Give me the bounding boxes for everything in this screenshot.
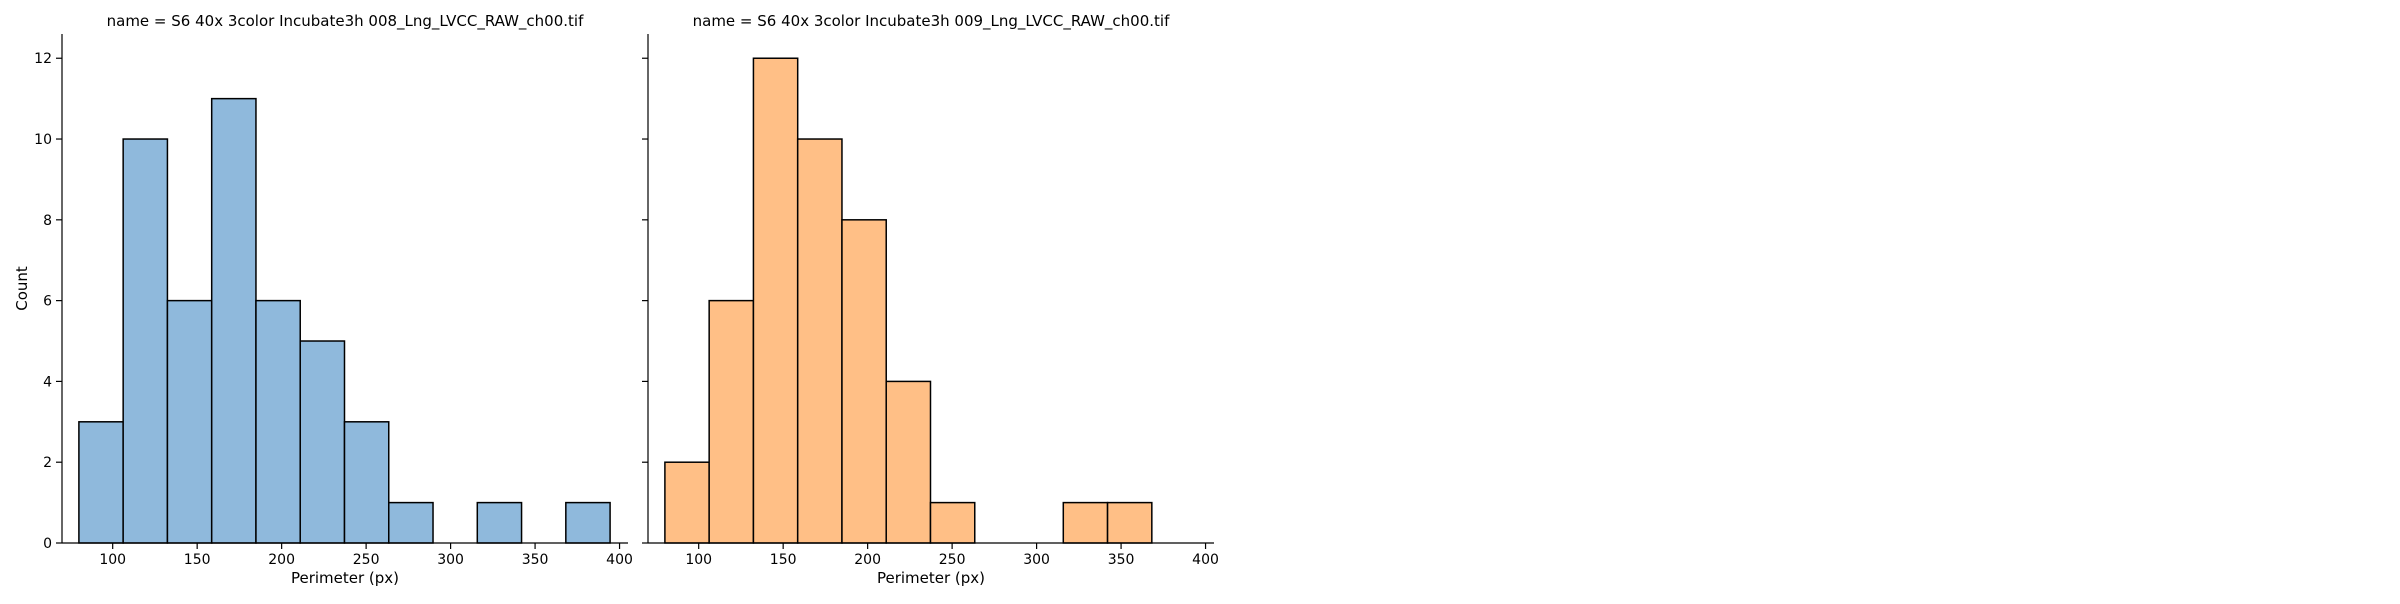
x-tick-label: 200: [854, 552, 881, 568]
histogram-bar: [1106, 501, 1153, 544]
histogram-bar: [210, 97, 257, 544]
histogram-bar: [1062, 501, 1109, 544]
panel-title: name = S6 40x 3color Incubate3h 009_Lng_…: [693, 12, 1170, 31]
y-tick-label: 2: [43, 455, 52, 471]
histogram-bar: [78, 421, 124, 544]
x-tick-label: 150: [184, 552, 211, 568]
y-tick-label: 12: [34, 51, 52, 67]
histogram-bar: [841, 219, 887, 544]
x-tick-label: 100: [99, 552, 126, 568]
histogram-bar: [299, 340, 346, 544]
histogram-bar: [343, 421, 390, 544]
x-tick-label: 350: [1108, 552, 1135, 568]
x-axis-label: Perimeter (px): [877, 569, 985, 587]
x-tick-label: 250: [939, 552, 966, 568]
panel-title: name = S6 40x 3color Incubate3h 008_Lng_…: [107, 12, 584, 31]
y-axis-label: Count: [13, 266, 31, 311]
histogram-bar: [929, 501, 976, 544]
x-tick-label: 150: [770, 552, 797, 568]
x-tick-label: 300: [437, 552, 464, 568]
histogram-bar: [708, 299, 755, 544]
x-tick-label: 100: [685, 552, 712, 568]
histogram-bar: [476, 501, 523, 544]
histogram-bar: [255, 299, 301, 544]
x-axis-label: Perimeter (px): [291, 569, 399, 587]
x-tick-label: 400: [1192, 552, 1219, 568]
y-tick-label: 4: [43, 374, 52, 390]
histogram-bar: [752, 57, 799, 544]
y-tick-label: 6: [43, 294, 52, 310]
histogram-bar: [796, 138, 843, 544]
histogram-bar: [664, 461, 710, 544]
histogram-bar: [388, 501, 434, 544]
x-tick-label: 400: [606, 552, 633, 568]
panel-1: name = S6 40x 3color Incubate3h 008_Lng_…: [13, 12, 633, 587]
y-tick-label: 8: [43, 213, 52, 229]
histogram-bar: [166, 299, 213, 544]
panel-2: name = S6 40x 3color Incubate3h 009_Lng_…: [642, 12, 1219, 587]
histogram-bar: [565, 501, 611, 544]
histogram-bar: [122, 138, 169, 544]
x-tick-label: 300: [1023, 552, 1050, 568]
y-tick-label: 0: [43, 536, 52, 552]
x-tick-label: 350: [522, 552, 549, 568]
x-tick-label: 250: [353, 552, 380, 568]
x-tick-label: 200: [268, 552, 295, 568]
histogram-bar: [885, 380, 932, 544]
y-tick-label: 10: [34, 132, 52, 148]
